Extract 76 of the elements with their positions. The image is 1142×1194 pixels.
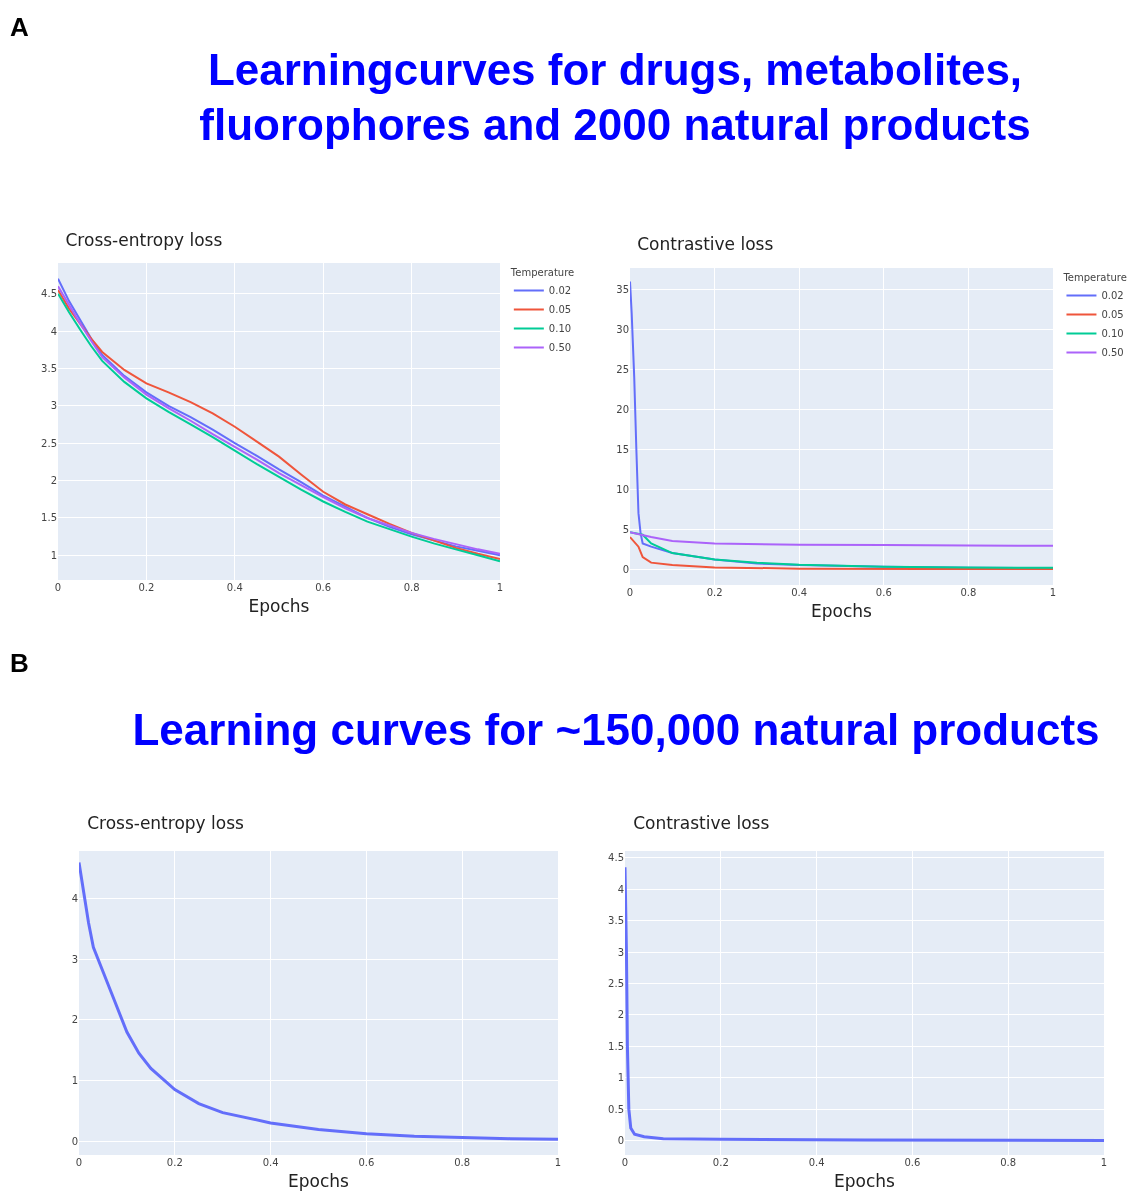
x-axis-title: Epochs bbox=[248, 596, 310, 617]
x-tick-label: 1 bbox=[554, 1157, 562, 1168]
y-tick-label: 0 bbox=[622, 563, 629, 575]
y-tick-label: 3 bbox=[617, 946, 624, 958]
y-tick-label: 3 bbox=[71, 953, 78, 965]
y-tick-label: 0.5 bbox=[608, 1103, 624, 1115]
x-tick-label: 0.2 bbox=[712, 1157, 729, 1168]
x-axis-title: Epochs bbox=[288, 1171, 350, 1192]
x-tick-label: 0.6 bbox=[875, 587, 892, 598]
legend-label: 0.50 bbox=[1101, 347, 1124, 359]
legend-title: Temperature bbox=[1062, 272, 1127, 283]
text: A bbox=[10, 12, 29, 43]
x-tick-label: 0.6 bbox=[358, 1157, 375, 1168]
x-tick-label: 0.4 bbox=[791, 587, 808, 598]
x-tick-label: 1 bbox=[496, 582, 504, 593]
y-tick-label: 2.5 bbox=[41, 437, 57, 449]
y-tick-label: 2 bbox=[617, 1009, 624, 1021]
text: Learningcurves for drugs, metabolites, fluorophores and 2000 natural products bbox=[198, 44, 1032, 151]
chart-title: Cross-entropy loss bbox=[65, 229, 223, 250]
x-tick-label: 0.6 bbox=[315, 582, 332, 593]
y-tick-label: 25 bbox=[616, 363, 629, 375]
x-tick-label: 0.8 bbox=[960, 587, 977, 598]
y-tick-label: 2.5 bbox=[608, 978, 624, 990]
y-tick-label: 0 bbox=[617, 1135, 624, 1147]
y-tick-label: 4 bbox=[50, 325, 57, 337]
y-tick-label: 4.5 bbox=[608, 852, 624, 864]
x-tick-label: 0.4 bbox=[226, 582, 243, 593]
y-tick-label: 4 bbox=[617, 883, 624, 895]
y-tick-label: 15 bbox=[616, 443, 629, 455]
text: B bbox=[10, 648, 29, 679]
y-tick-label: 0 bbox=[71, 1135, 78, 1147]
y-tick-label: 1 bbox=[50, 549, 57, 561]
line-series bbox=[630, 531, 1053, 547]
legend-label: 0.05 bbox=[1101, 309, 1124, 321]
legend-label: 0.50 bbox=[548, 342, 572, 354]
x-axis-title: Epochs bbox=[834, 1171, 896, 1192]
x-tick-label: 1 bbox=[1100, 1157, 1108, 1168]
x-tick-label: 0.2 bbox=[706, 587, 723, 598]
x-tick-label: 1 bbox=[1049, 587, 1057, 598]
x-tick-label: 0.8 bbox=[403, 582, 420, 593]
legend-label: 0.02 bbox=[548, 285, 572, 297]
legend-label: 0.02 bbox=[1101, 290, 1124, 302]
x-tick-label: 0.6 bbox=[904, 1157, 921, 1168]
text: Learning curves for ~150,000 natural products bbox=[131, 704, 1101, 756]
legend-label: 0.05 bbox=[548, 304, 572, 316]
y-tick-label: 2 bbox=[71, 1014, 78, 1026]
chart-title: Contrastive loss bbox=[637, 233, 774, 254]
x-tick-label: 0.8 bbox=[1000, 1157, 1017, 1168]
chart-title: Cross-entropy loss bbox=[87, 812, 245, 833]
legend-label: 0.10 bbox=[548, 323, 572, 335]
legend-title: Temperature bbox=[509, 267, 575, 278]
y-tick-label: 1 bbox=[71, 1075, 78, 1087]
x-tick-label: 0.2 bbox=[166, 1157, 183, 1168]
y-tick-label: 4.5 bbox=[41, 288, 57, 300]
y-tick-label: 1.5 bbox=[608, 1040, 624, 1052]
y-tick-label: 30 bbox=[616, 323, 629, 335]
x-tick-label: 0.4 bbox=[262, 1157, 279, 1168]
y-tick-label: 1 bbox=[617, 1072, 624, 1084]
y-tick-label: 35 bbox=[616, 284, 629, 296]
y-tick-label: 10 bbox=[616, 483, 629, 495]
line-series bbox=[625, 865, 1104, 1143]
y-tick-label: 3 bbox=[50, 400, 57, 412]
y-tick-label: 20 bbox=[616, 403, 629, 415]
line-series bbox=[79, 861, 558, 1141]
legend-label: 0.10 bbox=[1101, 328, 1124, 340]
x-tick-label: 0.2 bbox=[138, 582, 155, 593]
x-tick-label: 0.4 bbox=[808, 1157, 825, 1168]
y-tick-label: 3.5 bbox=[41, 362, 57, 374]
y-tick-label: 4 bbox=[71, 893, 78, 905]
y-tick-label: 5 bbox=[622, 523, 629, 535]
x-tick-label: 0.8 bbox=[454, 1157, 471, 1168]
x-axis-title: Epochs bbox=[811, 601, 873, 622]
y-tick-label: 3.5 bbox=[608, 915, 624, 927]
y-tick-label: 2 bbox=[50, 475, 57, 487]
y-tick-label: 1.5 bbox=[41, 512, 57, 524]
chart-title: Contrastive loss bbox=[633, 812, 770, 833]
